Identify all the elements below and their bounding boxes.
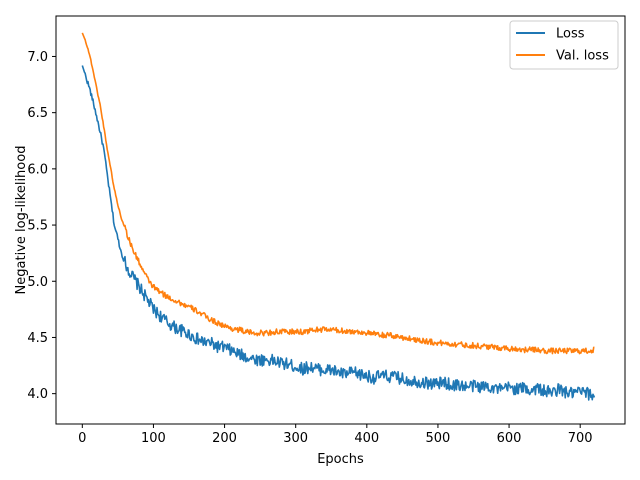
y-axis-label: Negative log-likelihood: [14, 146, 29, 295]
plot-background: [56, 16, 625, 424]
y-tick-label: 4.5: [27, 331, 48, 346]
x-tick-label: 700: [568, 431, 593, 446]
x-tick-label: 300: [283, 431, 308, 446]
axes-frame: [55, 15, 626, 425]
x-tick-label: 600: [497, 431, 522, 446]
x-axis-label: Epochs: [317, 452, 364, 467]
x-tick-label: 0: [78, 431, 86, 446]
legend: Loss Val. loss: [509, 20, 619, 70]
y-tick-label: 5.0: [27, 275, 48, 290]
y-tick-label: 4.0: [27, 387, 48, 402]
y-axis-ticks: 4.0 4.5 5.0 5.5 6.0 6.5 7.0: [27, 50, 56, 402]
x-tick-label: 100: [141, 431, 166, 446]
x-tick-label: 500: [426, 431, 451, 446]
y-tick-label: 7.0: [27, 50, 48, 65]
series-line-loss: [81, 65, 596, 401]
y-tick-label: 5.5: [27, 219, 48, 234]
y-tick-label: 6.0: [27, 162, 48, 177]
y-tick-label: 6.5: [27, 106, 48, 121]
series-layer: [81, 32, 596, 401]
plot-area: [55, 15, 626, 425]
legend-label-loss: Loss: [556, 27, 585, 42]
x-axis-ticks: 0 100 200 300 400 500 600 700: [78, 424, 593, 446]
series-line-val-loss: [81, 32, 595, 355]
x-tick-label: 400: [354, 431, 379, 446]
x-tick-label: 200: [212, 431, 237, 446]
legend-label-val-loss: Val. loss: [556, 49, 609, 64]
